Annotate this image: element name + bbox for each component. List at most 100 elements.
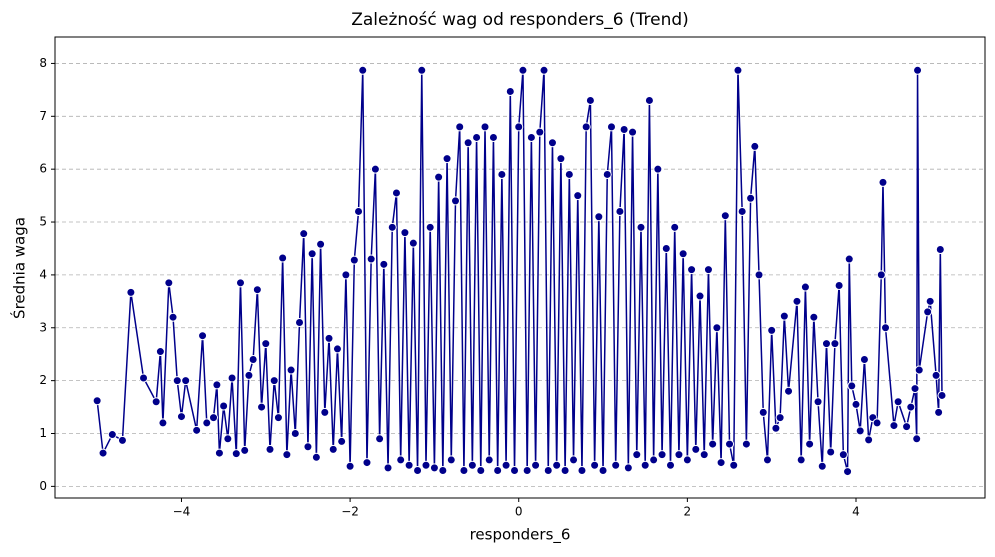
data-point [227,373,237,383]
y-tick-label: 1 [39,426,47,440]
data-point [295,317,305,327]
data-point [729,460,739,470]
data-point [628,127,638,137]
data-point [855,426,865,436]
data-point [619,125,629,135]
x-tick-label: −2 [341,505,359,519]
data-point [771,423,781,433]
data-point [404,460,414,470]
data-point [876,270,886,280]
data-point [594,212,604,222]
data-point [830,339,840,349]
data-point [362,458,372,468]
data-point [92,396,102,406]
data-point [556,154,566,164]
data-point [158,418,168,428]
data-point [834,280,844,290]
data-point [202,418,212,428]
data-point [844,254,854,264]
data-point [695,291,705,301]
data-point [261,339,271,349]
data-point [602,169,612,179]
data-point [505,86,515,96]
data-point [552,460,562,470]
data-point [400,228,410,238]
data-point [813,397,823,407]
data-point [923,307,933,317]
data-point [290,429,300,439]
data-point [817,461,827,471]
data-point [925,296,935,306]
data-point [126,287,136,297]
data-point [510,466,520,476]
data-point [354,206,364,216]
data-point [826,447,836,457]
data-point [716,458,726,468]
data-point [767,325,777,335]
data-point [98,448,108,458]
data-point [691,444,701,454]
data-point [497,169,507,179]
data-point [535,127,545,137]
data-point [937,390,947,400]
data-point [324,333,334,343]
data-point [455,122,465,132]
data-point [725,439,735,449]
data-point [661,243,671,253]
data-point [598,466,608,476]
data-point [750,141,760,151]
data-point [708,439,718,449]
data-point [847,381,857,391]
data-point [577,466,587,476]
data-point [307,249,317,259]
data-point [223,434,233,444]
data-point [337,436,347,446]
data-point [286,365,296,375]
data-point [484,455,494,465]
data-point [784,386,794,396]
data-point [792,296,802,306]
data-point [809,312,819,322]
data-point [192,425,202,435]
data-point [889,421,899,431]
data-point [341,270,351,280]
data-point [391,188,401,198]
data-point [493,466,503,476]
data-point [913,65,923,75]
data-point [581,122,591,132]
data-point [408,238,418,248]
data-point [543,466,553,476]
data-point [212,380,222,390]
data-point [657,450,667,460]
x-tick-label: 2 [684,505,692,519]
data-point [235,278,245,288]
data-point [501,460,511,470]
data-point [219,401,229,411]
data-point [181,376,191,386]
y-axis-label: Średnia waga [10,217,29,319]
data-point [328,444,338,454]
data-point [699,450,709,460]
data-point [332,344,342,354]
data-point [518,65,528,75]
data-point [417,65,427,75]
data-point [653,164,663,174]
y-tick-label: 8 [39,56,47,70]
data-point [320,407,330,417]
data-point [779,311,789,321]
data-point [859,354,869,364]
y-tick-label: 5 [39,215,47,229]
data-point [912,434,922,444]
data-point [383,463,393,473]
data-point [198,331,208,341]
data-point [914,365,924,375]
data-point [488,132,498,142]
data-point [107,430,117,440]
data-point [851,399,861,409]
data-point [396,455,406,465]
data-point [476,466,486,476]
data-point [775,413,785,423]
data-point [164,278,174,288]
data-point [387,222,397,232]
